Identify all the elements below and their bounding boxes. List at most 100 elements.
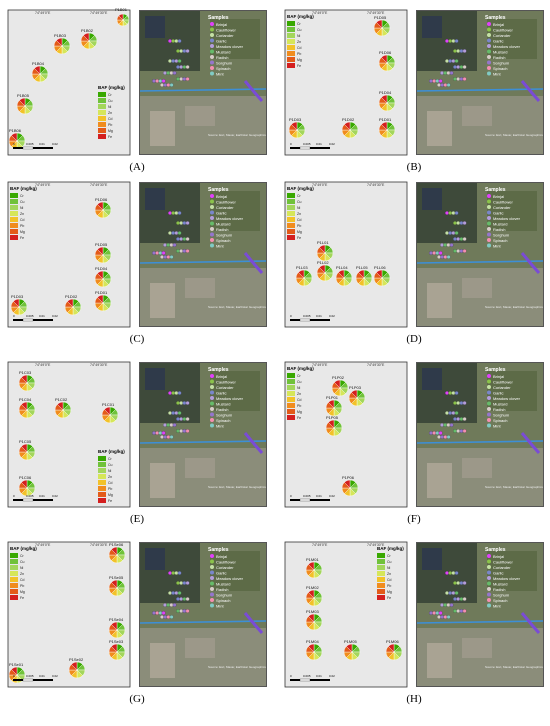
sample-dot [182, 77, 187, 81]
sample-dot [169, 255, 174, 259]
site-label: P1Se06 [109, 542, 124, 547]
sample-dot [453, 581, 457, 585]
baf-legend-label: Pb [108, 487, 112, 491]
site-label: P1P03 [349, 385, 362, 390]
sample-dot [443, 83, 448, 87]
site-label: P1D04 [95, 266, 108, 271]
site-label: P1L02 [317, 260, 329, 265]
panel-label-c: (C) [129, 333, 145, 345]
sample-dot [435, 251, 440, 255]
sample-dot [453, 237, 457, 241]
samples-legend-swatch [487, 66, 491, 70]
site-pie-p1b01 [116, 13, 130, 27]
baf-legend-title: BAF (mg/kg) [98, 449, 125, 454]
pie-slice [358, 269, 365, 279]
baf-legend-label: Cu [20, 200, 25, 204]
site-pie-p1l02 [316, 264, 334, 282]
sample-dot [160, 255, 164, 259]
pie-slice [338, 269, 345, 279]
sample-dot [185, 609, 190, 613]
sample-dot [451, 39, 456, 43]
sample-dot [168, 231, 172, 235]
sample-dot [446, 435, 451, 439]
sample-dot [161, 431, 166, 435]
baf-legend-swatch [287, 63, 295, 68]
sample-dot [459, 77, 464, 81]
sample-dot [152, 431, 156, 435]
imagery-credit: Source: Esri, Maxar, Earthstar Geographi… [208, 665, 266, 669]
sample-dot [456, 65, 461, 69]
baf-legend-label: Cr [20, 194, 25, 198]
baf-legend-label: Ni [108, 105, 112, 109]
sample-dot [166, 603, 171, 607]
site-pie-p1c01 [101, 406, 119, 424]
scale-label: 0.02 [329, 674, 335, 678]
baf-legend-swatch [10, 223, 18, 228]
site-pie-p1c05 [18, 443, 36, 461]
sample-dot [169, 83, 174, 87]
sample-dot [176, 237, 180, 241]
sample-dot [160, 435, 164, 439]
baf-legend-label: Ni [20, 566, 24, 570]
baf-legend-swatch [287, 409, 295, 414]
sample-dot [432, 431, 437, 435]
baf-legend-label: Pb [297, 52, 301, 56]
site-pie-p1d01 [94, 294, 112, 312]
samples-legend: SamplesBrinjalCauliflowerCorianderGarlic… [485, 367, 521, 429]
sample-dot [437, 255, 441, 259]
pie-slice [111, 643, 118, 653]
pie-slice [97, 246, 104, 256]
coord-x-1: 74°49'0"E [312, 183, 328, 187]
baf-legend-swatch [10, 217, 18, 222]
sample-dot [177, 591, 182, 595]
scale-label: 0 [290, 674, 292, 678]
baf-legend-label: Cd [297, 218, 302, 222]
pie-slice [388, 643, 395, 653]
pie-slice [308, 613, 315, 623]
pie-slice [21, 401, 28, 411]
scale-bar: 0 0.005 0.01 0.02 [13, 314, 58, 322]
samples-legend-swatch [210, 396, 214, 400]
sample-dot [432, 79, 437, 83]
map-frame [7, 541, 131, 688]
baf-legend-swatch [98, 116, 106, 121]
baf-legend-label: Cd [108, 481, 113, 485]
pie-slice [328, 399, 335, 409]
samples-legend-swatch [487, 205, 491, 209]
samples-legend-title: Samples [208, 187, 229, 193]
sample-dot [443, 423, 448, 427]
sample-dot [163, 243, 167, 247]
sample-dot [172, 423, 177, 427]
sample-dot [182, 609, 187, 613]
panel-c: 74°49'0"E 74°49'30"E BAF (mg/kg) Cr Cu Ni Zn Cd… [5, 180, 133, 335]
samples-legend-label: Cauliflower [216, 28, 236, 33]
scale-label: 0.02 [52, 674, 58, 678]
sample-dot [446, 83, 451, 87]
samples-legend-label: Coriander [216, 33, 234, 38]
samples-legend-swatch [210, 412, 214, 417]
scale-bar: 0 0.005 0.01 0.02 [290, 674, 335, 682]
samples-legend-label: Coriander [216, 565, 234, 570]
panel-f: 74°49'0"E 74°49'30"E BAF (mg/kg) Cr Cu Ni Zn Cd… [282, 360, 410, 515]
scale-label: 0.005 [26, 142, 34, 146]
site-pie-p1l06 [373, 269, 391, 287]
site-pie-p1se03 [108, 643, 126, 661]
pie-slice [298, 269, 305, 279]
samples-legend-swatch [210, 570, 214, 575]
scale-label: 0.005 [303, 494, 311, 498]
sample-dot [171, 59, 176, 63]
sample-dot [182, 249, 187, 253]
samples-legend-label: Garlic [216, 39, 226, 44]
baf-legend-swatch [287, 27, 295, 32]
scale-label: 0.02 [329, 142, 335, 146]
baf-legend-label: Cu [108, 99, 113, 103]
samples-legend-label: Mint [493, 72, 501, 77]
site-map-b: 74°49'0"E 74°49'30"E BAF (mg/kg) Cr Cu Ni Zn Cd… [284, 9, 408, 156]
samples-legend-label: Sorghum [216, 233, 233, 238]
pie-slice [308, 561, 315, 571]
baf-legend-swatch [377, 589, 385, 594]
sample-dot [177, 59, 182, 63]
sample-dot [171, 211, 176, 215]
site-pie-p1b03 [53, 37, 71, 55]
